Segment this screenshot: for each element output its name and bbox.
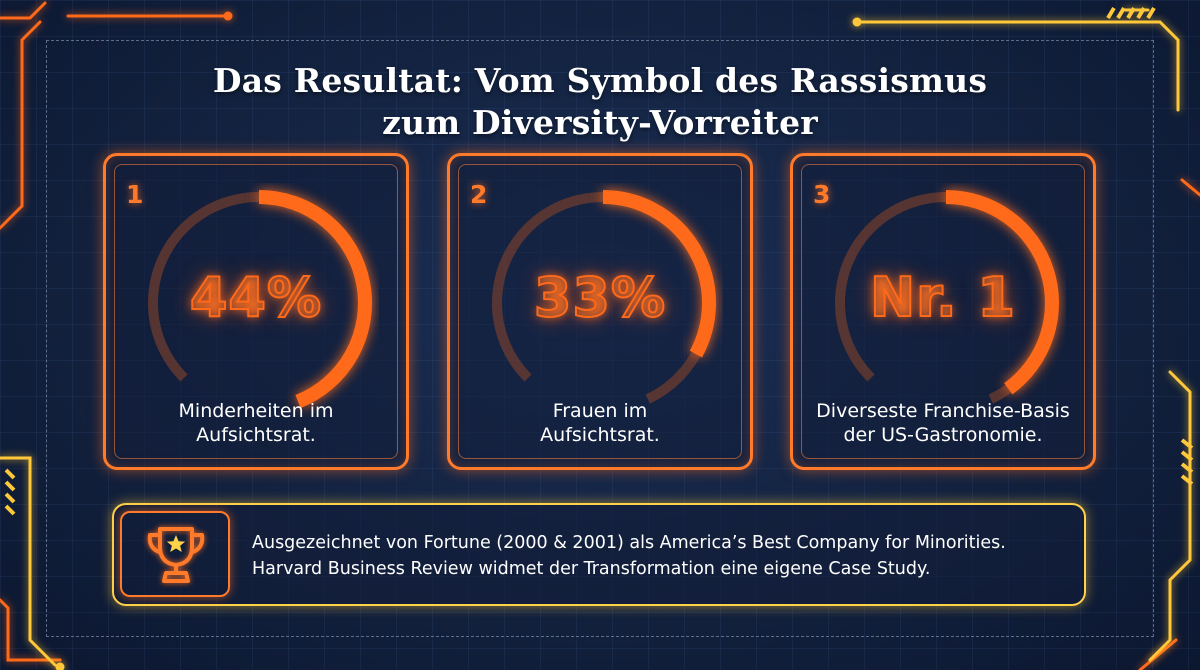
caption-line-1: Diverseste Franchise-Basis — [816, 400, 1070, 422]
card-caption: Minderheiten im Aufsichtsrat. — [106, 399, 406, 447]
gauge-fill — [945, 190, 1059, 395]
stat-card-2: 2 33% Frauen im Aufsichtsrat. — [447, 153, 753, 470]
caption-line-2: der US-Gastronomie. — [843, 424, 1043, 446]
trophy-icon — [147, 527, 205, 583]
caption-line-2: Aufsichtsrat. — [196, 424, 316, 446]
title-line-1: Das Resultat: Vom Symbol des Rassismus — [212, 61, 988, 100]
card-caption: Frauen im Aufsichtsrat. — [450, 399, 750, 447]
caption-line-1: Frauen im — [552, 400, 648, 422]
gauge-ring — [492, 190, 716, 404]
dashed-frame — [46, 40, 1154, 637]
card-number: 2 — [470, 180, 488, 209]
gauge-fill — [602, 190, 716, 358]
gauge-value: 33% — [533, 265, 667, 330]
gauge-ring — [835, 190, 1059, 404]
title-line-2: zum Diversity-Vorreiter — [382, 103, 818, 142]
gauge-fill — [258, 190, 372, 409]
award-line-2: Harvard Business Review widmet der Trans… — [252, 559, 931, 579]
award-text: Ausgezeichnet von Fortune (2000 & 2001) … — [252, 530, 1006, 582]
gauge-value: Nr. 1 — [869, 265, 1016, 330]
card-caption: Diverseste Franchise-Basis der US-Gastro… — [793, 399, 1093, 447]
award-banner: Ausgezeichnet von Fortune (2000 & 2001) … — [112, 503, 1086, 606]
trophy-box — [120, 511, 230, 597]
gauge-value: 44% — [189, 265, 323, 330]
card-number: 3 — [813, 180, 831, 209]
page-title: Das Resultat: Vom Symbol des Rassismus z… — [0, 60, 1200, 144]
stat-card-3: 3 Nr. 1 Diverseste Franchise-Basis der U… — [790, 153, 1096, 470]
gauge-ring — [148, 190, 372, 409]
stat-card-1: 1 44% Minderheiten im Aufsichtsrat. — [103, 153, 409, 470]
caption-line-2: Aufsichtsrat. — [540, 424, 660, 446]
caption-line-1: Minderheiten im — [178, 400, 334, 422]
card-number: 1 — [126, 180, 144, 209]
award-line-1: Ausgezeichnet von Fortune (2000 & 2001) … — [252, 533, 1006, 553]
